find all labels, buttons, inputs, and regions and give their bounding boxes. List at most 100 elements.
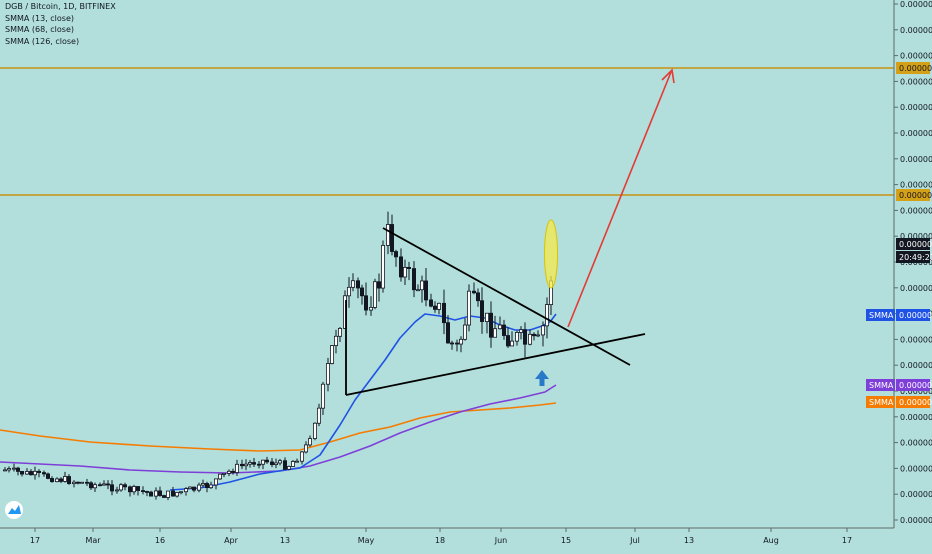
smma-tag-value-bg	[896, 379, 930, 391]
candle-body	[226, 470, 231, 474]
y-tick-label: 0.00000	[900, 232, 932, 241]
indicator-smma-68[interactable]: SMMA (68, close)	[5, 25, 75, 34]
x-tick-label: 17	[842, 536, 852, 545]
legend: DGB / Bitcoin, 1D, BITFINEX SMMA (13, cl…	[5, 1, 116, 47]
candle-body	[479, 300, 484, 322]
candle-body	[37, 470, 42, 473]
candle-body	[123, 484, 128, 488]
candle-body	[33, 470, 38, 476]
candle-body	[46, 473, 51, 479]
candle-body	[144, 491, 149, 493]
smma-tag-value: 0.00000	[899, 381, 932, 390]
candle-body	[376, 281, 381, 289]
candle-body	[462, 324, 467, 340]
y-tick-label: 0.00000	[900, 103, 932, 112]
candle-body	[3, 469, 8, 472]
candle-body	[98, 484, 103, 487]
y-tick-label: 0.00000	[900, 26, 932, 35]
candle-body	[299, 451, 304, 462]
candle-body	[320, 383, 325, 409]
candle-body	[85, 481, 90, 484]
countdown-tag-label: 20:49:21	[899, 253, 932, 262]
candle-body	[501, 324, 506, 336]
candle-body	[59, 478, 64, 482]
candle-body	[536, 334, 541, 337]
x-tick-label: 15	[561, 536, 571, 545]
candle-body	[475, 292, 480, 302]
x-tick-label: Mar	[85, 536, 101, 545]
candle-body	[135, 486, 140, 491]
candle-body	[505, 335, 510, 347]
candle-body	[359, 287, 364, 297]
y-tick-label: 0.00000	[900, 361, 932, 370]
candle-body	[363, 295, 368, 311]
x-tick-label: Jul	[629, 536, 640, 545]
smma-tag-name-bg	[866, 379, 895, 391]
candle-body	[307, 438, 312, 446]
y-tick-label: 0.00000	[900, 284, 932, 293]
candle-body	[217, 473, 222, 480]
projection-arrow-line	[567, 71, 672, 328]
candle-body	[406, 266, 411, 269]
y-tick-label: 0.00000	[900, 181, 932, 190]
x-tick-label: May	[358, 536, 375, 545]
indicator-smma-126[interactable]: SMMA (126, close)	[5, 36, 80, 46]
candle-body	[290, 461, 295, 467]
candle-body	[213, 478, 218, 486]
candle-body	[423, 280, 428, 301]
smma-68-line	[0, 384, 557, 474]
smma-tag-value-bg	[896, 309, 930, 321]
candle-body	[15, 467, 20, 472]
candle-body	[247, 462, 252, 465]
candle-body	[402, 266, 407, 278]
candle-body	[157, 490, 162, 496]
candle-body	[178, 491, 183, 494]
price-tag-lower-label: 0.00000	[899, 191, 932, 200]
candle-body	[312, 422, 317, 439]
candle-body	[372, 281, 377, 308]
candle-body	[273, 462, 278, 465]
x-tick-label: 18	[435, 536, 445, 545]
candle-body	[264, 459, 269, 463]
candle-body	[106, 483, 111, 486]
candle-body	[102, 483, 107, 486]
indicator-smma-13[interactable]: SMMA (13, close)	[5, 13, 75, 23]
candle-body	[42, 472, 47, 475]
candle-body	[170, 490, 175, 497]
candle-body	[458, 338, 463, 345]
candle-body	[277, 460, 282, 464]
candle-body	[316, 407, 321, 424]
candle-body	[333, 335, 338, 346]
triangle-lower-trendline	[345, 333, 646, 396]
y-tick-label: 0.00000	[900, 0, 932, 9]
last-price-tag-bg	[896, 238, 930, 250]
candle-body	[484, 312, 489, 322]
y-tick-label: 0.00000	[900, 129, 932, 138]
candle-body	[519, 329, 524, 333]
candle-body	[441, 302, 446, 324]
candle-body	[89, 482, 94, 489]
candle-body	[380, 245, 385, 289]
candle-body	[251, 462, 256, 465]
candle-body	[19, 471, 24, 475]
candle-body	[488, 312, 493, 338]
countdown-tag-bg	[896, 251, 930, 263]
x-tick-label: Aug	[763, 536, 779, 545]
y-tick-label: 0.00000	[900, 413, 932, 422]
y-tick-label: 0.00000	[900, 464, 932, 473]
price-tag-upper-label: 0.00000	[899, 64, 932, 73]
candle-body	[183, 488, 188, 493]
x-tick-label: Jun	[494, 536, 508, 545]
candle-body	[471, 290, 476, 294]
candle-body	[115, 489, 120, 492]
candle-body	[523, 329, 528, 345]
candle-body	[196, 484, 201, 491]
candle-body	[153, 490, 158, 497]
y-tick-label: 0.00000	[900, 387, 932, 396]
last-price-tag-label: 0.00000	[899, 240, 932, 249]
candle-body	[428, 299, 433, 307]
candle-body	[415, 289, 420, 292]
candle-body	[131, 486, 136, 493]
